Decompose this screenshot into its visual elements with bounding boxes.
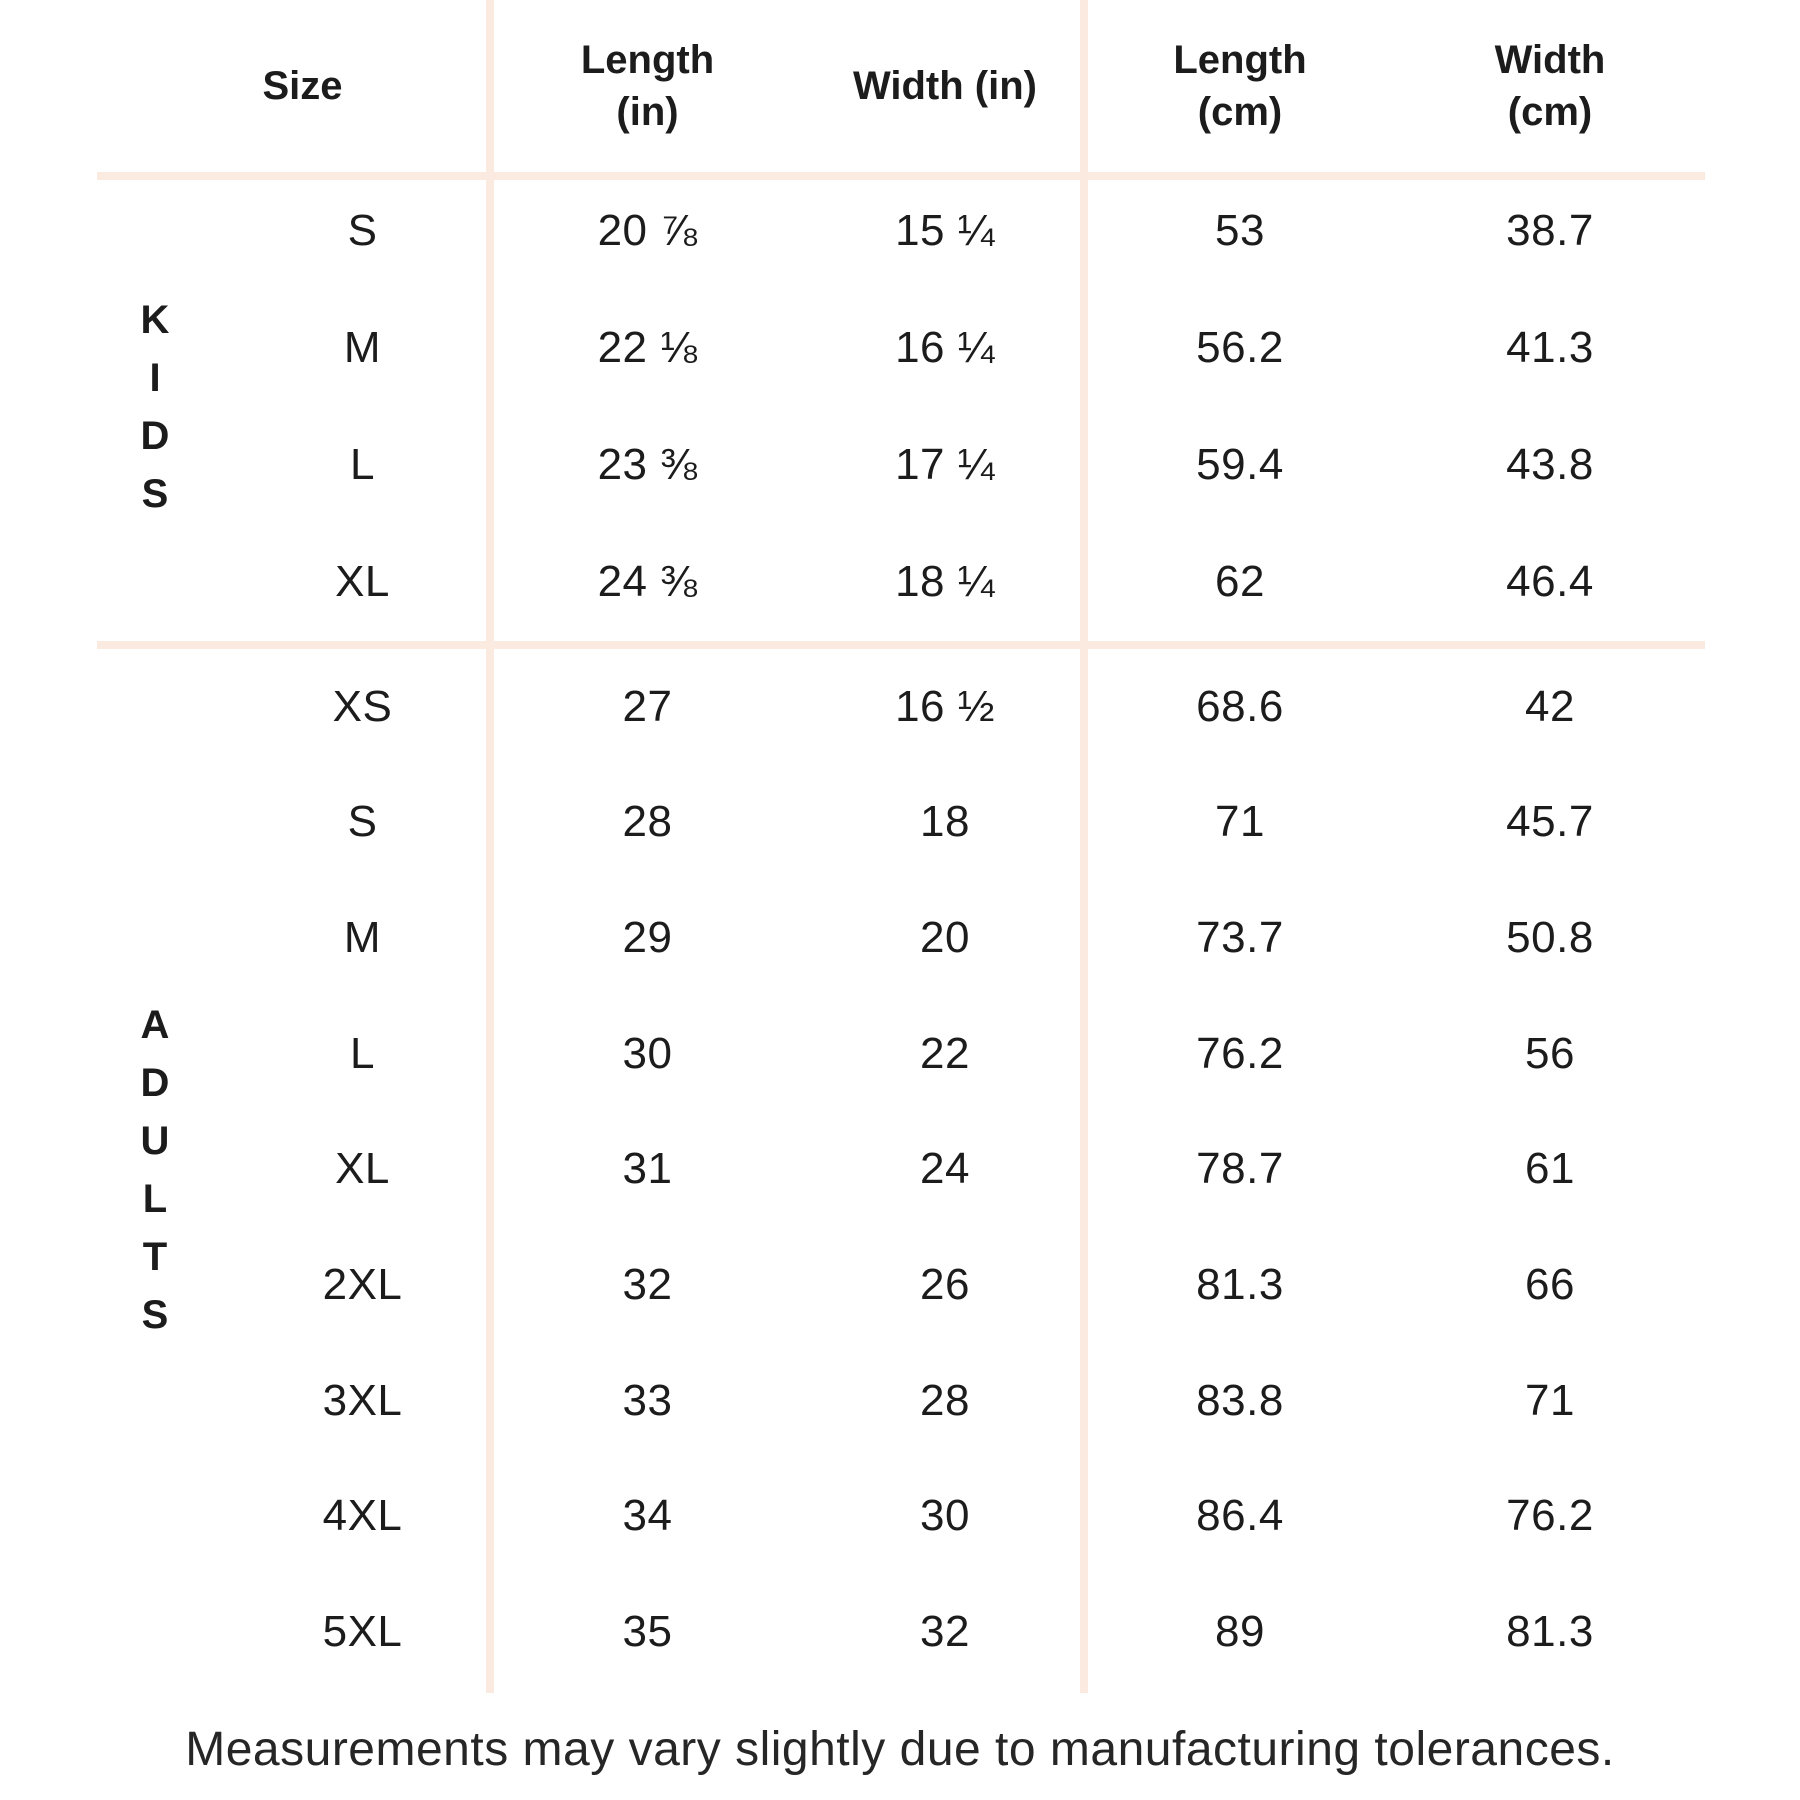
cell-length-in: 35 — [622, 1607, 673, 1657]
cell-length-cm: 53 — [1215, 205, 1265, 255]
col-header-length-in: Length (in) — [580, 38, 715, 134]
col-header-size: Size — [262, 64, 343, 108]
cell-size: 4XL — [322, 1491, 403, 1541]
cell-width-in: 18 ¼ — [895, 557, 995, 607]
table-header-row: Size Length (in) Width (in) Length (cm) … — [0, 0, 1705, 172]
cell-length-cm: 62 — [1215, 557, 1265, 607]
cell-size: XL — [335, 1144, 390, 1194]
cell-length-cm: 73.7 — [1196, 913, 1284, 963]
cell-size: L — [350, 1028, 375, 1078]
cell-size: 3XL — [322, 1375, 403, 1425]
cell-length-cm: 86.4 — [1196, 1491, 1284, 1541]
cell-width-cm: 56 — [1525, 1028, 1575, 1078]
adults-section: ADULTS XS 27 16 ½ 68.6 42 S 28 18 71 45.… — [0, 649, 1705, 1690]
vertical-divider-2 — [1080, 0, 1088, 1693]
cell-length-in: 27 — [622, 681, 673, 731]
cell-width-in: 17 ¼ — [895, 440, 995, 490]
vertical-divider-1 — [486, 0, 494, 1693]
cell-size: M — [343, 913, 382, 963]
cell-width-in: 20 — [920, 913, 970, 963]
kids-adults-divider — [97, 641, 1705, 649]
col-header-length-cm: Length (cm) — [1173, 38, 1307, 134]
cell-width-in: 22 — [920, 1028, 970, 1078]
cell-width-cm: 43.8 — [1506, 440, 1594, 490]
cell-width-cm: 61 — [1525, 1144, 1575, 1194]
cell-size: 5XL — [322, 1607, 403, 1657]
cell-length-cm: 56.2 — [1196, 322, 1284, 372]
cell-width-cm: 38.7 — [1506, 205, 1594, 255]
cell-width-in: 32 — [920, 1607, 970, 1657]
cell-length-cm: 89 — [1215, 1607, 1265, 1657]
cell-width-in: 26 — [920, 1260, 970, 1310]
cell-width-in: 16 ½ — [895, 681, 995, 731]
col-header-width-cm: Width (cm) — [1494, 38, 1606, 134]
cell-size: S — [347, 205, 378, 255]
cell-length-cm: 68.6 — [1196, 681, 1284, 731]
adults-group-label: ADULTS — [140, 1002, 170, 1337]
cell-length-cm: 76.2 — [1196, 1028, 1284, 1078]
kids-section: KIDS S 20 ⅞ 15 ¼ 53 38.7 M 22 ⅛ 16 ¼ 56.… — [0, 172, 1705, 641]
cell-width-in: 30 — [920, 1491, 970, 1541]
cell-width-in: 15 ¼ — [895, 205, 995, 255]
cell-width-cm: 66 — [1525, 1260, 1575, 1310]
col-header-width-in: Width (in) — [852, 64, 1037, 108]
cell-width-in: 18 — [920, 797, 970, 847]
header-divider — [97, 172, 1705, 180]
cell-length-in: 24 ⅜ — [597, 557, 698, 607]
cell-size: XS — [332, 681, 393, 731]
cell-length-in: 32 — [622, 1260, 673, 1310]
cell-length-in: 31 — [622, 1144, 673, 1194]
cell-width-cm: 42 — [1525, 681, 1575, 731]
cell-length-in: 28 — [622, 797, 673, 847]
cell-width-cm: 41.3 — [1506, 322, 1594, 372]
cell-width-cm: 71 — [1525, 1375, 1575, 1425]
cell-length-cm: 83.8 — [1196, 1375, 1284, 1425]
footer-note: Measurements may vary slightly due to ma… — [185, 1723, 1615, 1776]
cell-length-cm: 71 — [1215, 797, 1265, 847]
cell-length-cm: 81.3 — [1196, 1260, 1284, 1310]
cell-size: M — [343, 322, 382, 372]
cell-length-in: 30 — [622, 1028, 673, 1078]
cell-size: XL — [335, 557, 390, 607]
cell-size: L — [350, 440, 375, 490]
cell-length-in: 20 ⅞ — [597, 205, 698, 255]
cell-size: 2XL — [322, 1260, 403, 1310]
cell-length-cm: 78.7 — [1196, 1144, 1284, 1194]
cell-width-cm: 76.2 — [1506, 1491, 1594, 1541]
cell-width-cm: 81.3 — [1506, 1607, 1594, 1657]
cell-width-cm: 45.7 — [1506, 797, 1594, 847]
cell-width-cm: 46.4 — [1506, 557, 1594, 607]
cell-length-in: 29 — [622, 913, 673, 963]
kids-group-label: KIDS — [140, 297, 170, 516]
cell-width-cm: 50.8 — [1506, 913, 1594, 963]
cell-length-in: 23 ⅜ — [597, 440, 698, 490]
cell-width-in: 24 — [920, 1144, 970, 1194]
cell-width-in: 28 — [920, 1375, 970, 1425]
cell-size: S — [347, 797, 378, 847]
cell-length-in: 34 — [622, 1491, 673, 1541]
cell-length-in: 33 — [622, 1375, 673, 1425]
cell-length-cm: 59.4 — [1196, 440, 1284, 490]
cell-width-in: 16 ¼ — [895, 322, 995, 372]
cell-length-in: 22 ⅛ — [597, 322, 698, 372]
